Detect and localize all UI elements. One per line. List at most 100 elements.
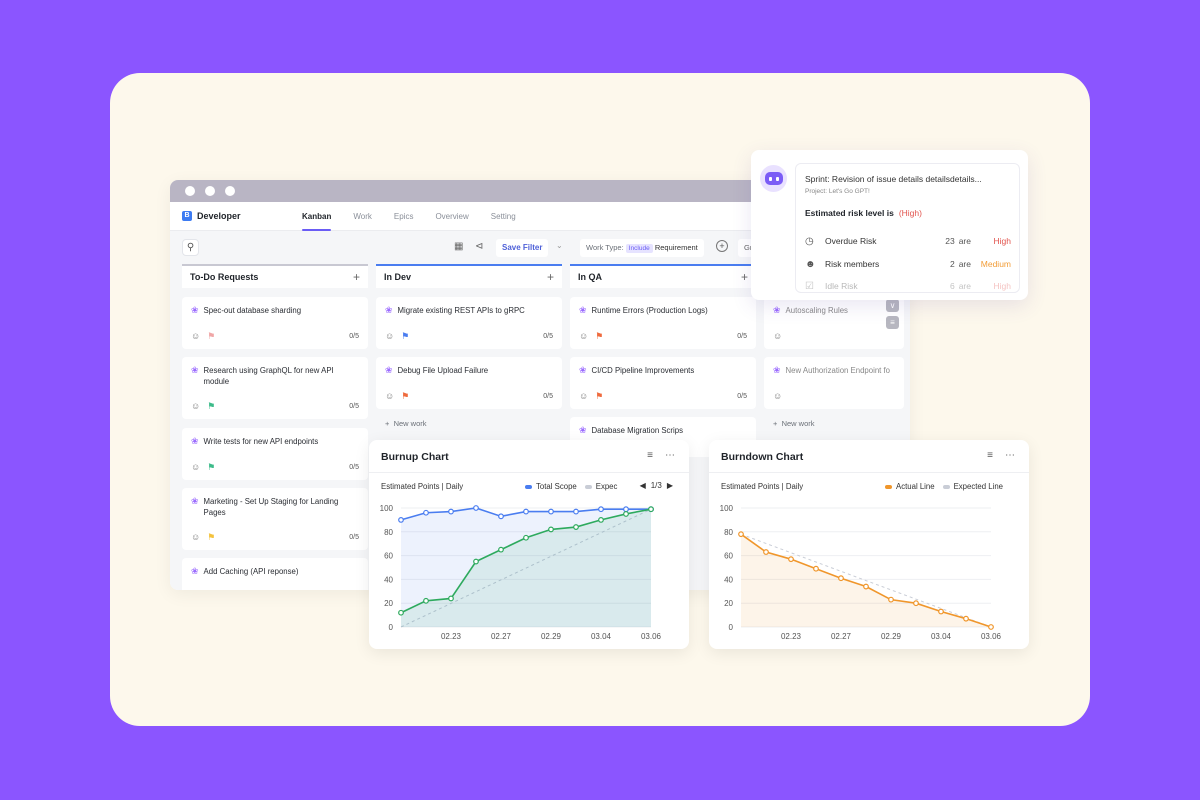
chart-subtitle: Estimated Points | Daily [721,482,804,491]
task-card[interactable]: ❀ Debug File Upload Failure ☺ ⚑ 0/5 [376,357,562,409]
task-icon: ❀ [579,365,587,375]
share-icon[interactable]: ⊲ [475,241,484,252]
x-tick-label: 02.23 [441,632,462,641]
card-title: Debug File Upload Failure [397,366,489,375]
task-card[interactable]: ❀ Write tests for new API endpoints ☺ ⚑ 0/5 [182,428,368,480]
new-work-button[interactable]: + New work [773,419,815,428]
risk-row-idle[interactable]: ☑ Idle Risk 6 are High [805,280,1011,292]
tab-kanban[interactable]: Kanban [302,202,332,231]
tab-epics[interactable]: Epics [393,212,414,221]
flag-icon[interactable]: ⚑ [595,390,604,401]
chart-legend: Actual Line Expected Line [885,482,1003,491]
data-point [573,508,579,515]
flag-icon[interactable]: ⚑ [207,330,216,341]
add-card-icon[interactable]: + [546,270,554,284]
flag-icon[interactable]: ⚑ [207,400,216,411]
checkbox-icon: ☑ [805,280,814,292]
subtask-count: 0/5 [543,332,553,340]
add-filter-icon[interactable]: + [716,240,728,252]
assignee-icon[interactable]: ☺ [191,532,201,542]
add-card-icon[interactable]: + [740,270,748,284]
task-icon: ❀ [385,305,393,315]
search-icon[interactable]: ⚲ [182,239,199,256]
tree-icon[interactable]: ≡ [886,316,899,329]
prev-arrow-icon[interactable]: ◀ [639,481,646,490]
data-point [888,596,894,603]
assignee-icon[interactable]: ☺ [191,331,201,341]
task-card[interactable]: ❀ Spec-out database sharding ☺ ⚑ 0/5 [182,297,368,349]
next-arrow-icon[interactable]: ▶ [666,481,673,490]
task-icon: ❀ [191,305,199,315]
column-header: In Dev + [376,264,562,288]
tab-work[interactable]: Work [353,212,372,221]
tab-setting[interactable]: Setting [490,212,516,221]
flag-icon[interactable]: ⚑ [207,461,216,472]
risk-row-members[interactable]: ☻ Risk members 2 are Medium [805,258,1011,270]
assignee-icon[interactable]: ☺ [385,331,395,341]
assignee-icon[interactable]: ☺ [773,391,783,401]
assignee-icon[interactable]: ☺ [191,462,201,472]
flag-icon[interactable]: ⚑ [401,330,410,341]
subtask-count: 0/5 [737,332,747,340]
legend-label: Expected Line [953,482,1003,491]
data-point [913,600,919,607]
new-work-label: New work [781,419,815,428]
risk-row-overdue[interactable]: ◷ Overdue Risk 23 are High [805,235,1011,247]
more-icon[interactable]: ⋯ [1005,450,1015,461]
card-title: Database Migration Scrips [591,426,683,435]
tab-overview[interactable]: Overview [435,212,469,221]
task-card[interactable]: ❀ New Authorization Endpoint fo ☺ [764,357,904,409]
subtask-count: 0/5 [349,463,359,471]
app-name: Developer [197,211,241,221]
app-logo-icon: B [182,211,192,221]
x-tick-label: 03.06 [981,632,1002,641]
flag-icon[interactable]: ⚑ [207,531,216,542]
risk-level: Estimated risk level is (High) [805,208,1010,218]
chart-settings-icon[interactable]: ≡ [647,450,653,461]
data-point [473,558,479,565]
column-header: In QA + [570,264,756,288]
assignee-icon[interactable]: ☺ [579,331,589,341]
task-icon: ❀ [579,305,587,315]
new-work-button[interactable]: + New work [385,419,427,428]
task-card[interactable]: ❀ Migrate existing REST APIs to gRPC ☺ ⚑ 0/… [376,297,562,349]
data-point [448,508,454,515]
y-tick-label: 60 [384,552,393,561]
add-card-icon[interactable]: + [352,270,360,284]
chart-settings-icon[interactable]: ≡ [987,450,993,461]
y-tick-label: 0 [729,623,734,632]
more-icon[interactable]: ⋯ [665,450,675,461]
data-point [598,516,604,523]
card-title: Add Caching (API reponse) [203,567,299,576]
save-filter-button[interactable]: Save Filter [496,239,549,257]
column-in-qa: In QA + ❀ Runtime Errors (Production Logs… [570,264,756,457]
series-line-expected [400,508,652,628]
assignee-icon[interactable]: ☺ [385,391,395,401]
subtask-count: 0/5 [543,392,553,400]
users-icon: ☻ [805,258,816,270]
flag-icon[interactable]: ⚑ [401,390,410,401]
data-point [473,505,479,511]
subtask-count: 0/5 [737,392,747,400]
task-icon: ❀ [579,425,587,435]
task-card[interactable]: ❀ Add Caching (API reponse) [182,558,368,590]
work-type-filter[interactable]: Work Type: Include Requirement [580,239,704,257]
collapse-icon[interactable]: ∨ [886,299,899,312]
assignee-icon[interactable]: ☺ [579,391,589,401]
chevron-down-icon[interactable]: ⌄ [556,241,563,250]
task-card[interactable]: ❀ Runtime Errors (Production Logs) ☺ ⚑ 0/5 [570,297,756,349]
assignee-icon[interactable]: ☺ [191,401,201,411]
window-dot-icon[interactable] [225,186,235,196]
task-card[interactable]: ❀ Autoscaling Rules ☺ [764,297,904,349]
task-card[interactable]: ❀ Research using GraphQL for new API modu… [182,357,368,419]
task-icon: ❀ [773,365,781,375]
task-card[interactable]: ❀ CI/CD Pipeline Improvements ☺ ⚑ 0/5 [570,357,756,409]
flag-icon[interactable]: ⚑ [595,330,604,341]
burndown-chart-card: 0 20 40 60 80 100 02.23 02.27 02.29 03.04 03.06 Bu… [709,440,1029,649]
window-dot-icon[interactable] [185,186,195,196]
data-point [573,524,579,530]
assignee-icon[interactable]: ☺ [773,331,783,341]
task-card[interactable]: ❀ Marketing - Set Up Staging for Landing … [182,488,368,550]
window-dot-icon[interactable] [205,186,215,196]
grid-icon[interactable]: ▦ [454,241,464,252]
